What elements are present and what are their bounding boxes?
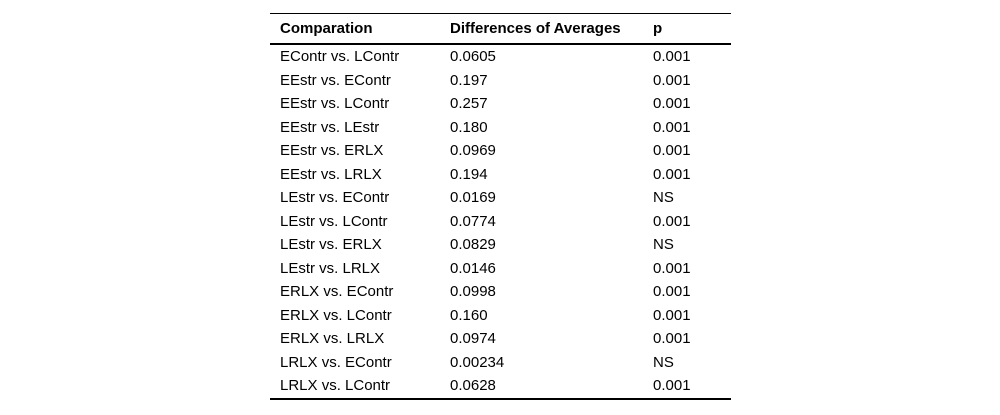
table-header: Comparation Differences of Averages p <box>270 13 731 44</box>
p-value-cell: 0.001 <box>653 48 691 66</box>
column-header-comparation: Comparation <box>280 20 373 37</box>
comparison-cell: LRLX vs. LContr <box>280 377 391 395</box>
p-value-cell: 0.001 <box>653 306 691 324</box>
table-row: EEstr vs. ERLX 0.0969 0.001 <box>270 139 731 163</box>
comparison-cell: EContr vs. LContr <box>280 48 400 66</box>
difference-cell: 0.194 <box>450 165 488 183</box>
comparison-cell: LEstr vs. LContr <box>280 212 388 230</box>
p-value-cell: 0.001 <box>653 71 691 89</box>
table-row: LRLX vs. LContr 0.0628 0.001 <box>270 374 731 399</box>
p-value-cell: 0.001 <box>653 212 691 230</box>
table-row: LEstr vs. LRLX 0.0146 0.001 <box>270 257 731 281</box>
difference-cell: 0.0605 <box>450 48 496 66</box>
difference-cell: 0.257 <box>450 95 488 113</box>
p-value-cell: 0.001 <box>653 165 691 183</box>
comparison-cell: EEstr vs. EContr <box>280 71 391 89</box>
table-row: EEstr vs. LContr 0.257 0.001 <box>270 92 731 116</box>
table-row: LEstr vs. LContr 0.0774 0.001 <box>270 210 731 234</box>
table-row: EEstr vs. EContr 0.197 0.001 <box>270 69 731 93</box>
comparison-table: Comparation Differences of Averages p EC… <box>270 13 731 400</box>
table-row: EEstr vs. LRLX 0.194 0.001 <box>270 163 731 187</box>
difference-cell: 0.0774 <box>450 212 496 230</box>
p-value-cell: 0.001 <box>653 330 691 348</box>
difference-cell: 0.0169 <box>450 189 496 207</box>
table-header-row: Comparation Differences of Averages p <box>270 13 731 44</box>
p-value-cell: 0.001 <box>653 142 691 160</box>
table-body: EContr vs. LContr 0.0605 0.001 EEstr vs. EC… <box>270 44 731 399</box>
comparison-cell: EEstr vs. LRLX <box>280 165 382 183</box>
p-value-cell: NS <box>653 236 674 254</box>
comparison-cell: EEstr vs. ERLX <box>280 142 384 160</box>
column-header-differences-of-averages: Differences of Averages <box>450 20 621 37</box>
difference-cell: 0.197 <box>450 71 488 89</box>
table-row: ERLX vs. LContr 0.160 0.001 <box>270 304 731 328</box>
difference-cell: 0.180 <box>450 118 488 136</box>
difference-cell: 0.0628 <box>450 377 496 395</box>
p-value-cell: 0.001 <box>653 259 691 277</box>
table-row: LEstr vs. EContr 0.0169 NS <box>270 186 731 210</box>
comparison-cell: EEstr vs. LContr <box>280 95 390 113</box>
column-header-p: p <box>653 20 663 37</box>
table-row: ERLX vs. LRLX 0.0974 0.001 <box>270 327 731 351</box>
table-row: EEstr vs. LEstr 0.180 0.001 <box>270 116 731 140</box>
p-value-cell: NS <box>653 189 674 207</box>
comparison-cell: LEstr vs. LRLX <box>280 259 381 277</box>
difference-cell: 0.0974 <box>450 330 496 348</box>
comparison-cell: LRLX vs. EContr <box>280 353 392 371</box>
p-value-cell: NS <box>653 353 674 371</box>
p-value-cell: 0.001 <box>653 95 691 113</box>
p-value-cell: 0.001 <box>653 283 691 301</box>
table-row: LEstr vs. ERLX 0.0829 NS <box>270 233 731 257</box>
table-row: LRLX vs. EContr 0.00234 NS <box>270 351 731 375</box>
comparison-cell: LEstr vs. EContr <box>280 189 390 207</box>
difference-cell: 0.0146 <box>450 259 496 277</box>
table-row: EContr vs. LContr 0.0605 0.001 <box>270 44 731 69</box>
difference-cell: 0.0969 <box>450 142 496 160</box>
comparison-cell: ERLX vs. LContr <box>280 306 392 324</box>
difference-cell: 0.0998 <box>450 283 496 301</box>
difference-cell: 0.0829 <box>450 236 496 254</box>
p-value-cell: 0.001 <box>653 377 691 395</box>
p-value-cell: 0.001 <box>653 118 691 136</box>
difference-cell: 0.160 <box>450 306 488 324</box>
comparison-cell: ERLX vs. LRLX <box>280 330 385 348</box>
difference-cell: 0.00234 <box>450 353 505 371</box>
comparison-cell: LEstr vs. ERLX <box>280 236 382 254</box>
table-row: ERLX vs. EContr 0.0998 0.001 <box>270 280 731 304</box>
comparison-cell: ERLX vs. EContr <box>280 283 394 301</box>
comparison-cell: EEstr vs. LEstr <box>280 118 380 136</box>
